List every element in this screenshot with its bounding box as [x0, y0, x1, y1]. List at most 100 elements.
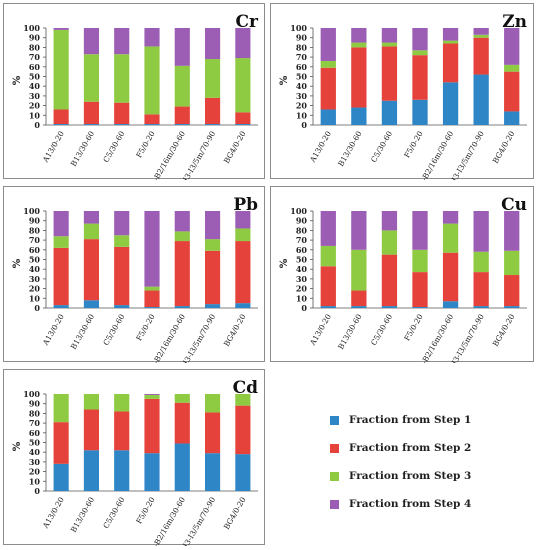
bar-segment-cr-step2: [205, 97, 221, 125]
y-tick-label: 90: [29, 33, 41, 43]
bar-segment-pb-step4: [114, 211, 130, 236]
legend-swatch-step4: [330, 499, 339, 509]
y-tick-label: 20: [29, 284, 41, 294]
bar-segment-cr-step3: [205, 59, 221, 98]
y-axis-label: %: [12, 258, 23, 268]
y-tick-label: 0: [34, 120, 40, 130]
bar-segment-pb-step2: [235, 241, 251, 304]
bar-segment-zn-step2: [473, 37, 489, 75]
bar-segment-cu-step2: [412, 272, 428, 308]
bar-segment-zn-step4: [442, 28, 459, 41]
bar-segment-cu-step3: [381, 230, 398, 255]
bar-segment-cu-step3: [442, 223, 459, 253]
bar-segment-pb-step3: [174, 231, 190, 242]
y-tick-label: 10: [29, 476, 41, 486]
bar-segment-cd-step1: [174, 443, 190, 491]
y-axis-label: %: [12, 75, 23, 85]
bar-segment-cr-step1: [114, 124, 130, 125]
y-tick-label: 80: [296, 42, 308, 52]
bar-segment-cu-step4: [381, 211, 398, 231]
y-tick-label: 20: [296, 101, 308, 111]
bar-segment-zn-step3: [412, 50, 428, 56]
y-tick-label: 60: [29, 245, 41, 255]
y-tick-label: 40: [29, 81, 41, 91]
chart-panel-cr: 0 10 20 30 40 50 60 70 80 90 100% Cr A13/0-20 B13/30-…: [3, 3, 265, 180]
y-tick-label: 30: [29, 457, 41, 467]
chart-title-pb: Pb: [233, 195, 258, 215]
bar-segment-cu-step1: [442, 301, 459, 308]
bar-segment-pb-step1: [174, 306, 190, 308]
bar-segment-cd-step2: [174, 402, 190, 444]
x-tick-label: A13/0-20: [308, 312, 334, 347]
legend-label: Fraction from Step 1: [349, 414, 472, 426]
bar-segment-cr-step1: [235, 124, 251, 125]
y-tick-label: 60: [296, 245, 308, 255]
bar-segment-cr-step1: [83, 124, 99, 125]
bar-segment-zn-step3: [381, 42, 398, 47]
chart-title-cu: Cu: [501, 195, 527, 215]
bar-segment-cu-step2: [504, 275, 520, 307]
bar-segment-pb-step2: [174, 241, 190, 307]
y-tick-label: 0: [301, 303, 307, 313]
bar-segment-cd-step1: [114, 450, 130, 491]
x-tick-label: F5/0-20: [134, 129, 157, 159]
y-tick-label: 80: [29, 408, 41, 418]
bar-segment-zn-step2: [381, 46, 398, 101]
bar-segment-pb-step2: [205, 250, 221, 305]
bar-segment-zn-step2: [504, 71, 520, 112]
bar-segment-pb-step3: [205, 239, 221, 251]
x-tick-label: A13/0-20: [308, 129, 334, 164]
bar-segment-zn-step3: [351, 42, 367, 48]
bar-segment-cr-step1: [144, 124, 160, 125]
bar-segment-cd-step1: [83, 450, 99, 491]
bar-segment-zn-step3: [442, 40, 459, 44]
bar-segment-zn-step4: [320, 28, 336, 61]
bar-segment-cd-step3: [174, 394, 190, 403]
bar-segment-cu-step2: [320, 266, 336, 307]
bar-segment-cu-step1: [320, 306, 336, 308]
bar-segment-zn-step4: [381, 28, 398, 43]
bar-segment-cd-step2: [205, 412, 221, 454]
bar-segment-pb-step4: [235, 211, 251, 229]
bar-segment-cu-step4: [412, 211, 428, 250]
x-tick-label: F5/0-20: [134, 312, 157, 342]
y-tick-label: 90: [296, 33, 308, 43]
bar-segment-cr-step1: [53, 124, 69, 125]
chart-title-cr: Cr: [236, 12, 260, 32]
bar-segment-cu-step4: [351, 211, 367, 250]
bar-segment-zn-step1: [504, 111, 520, 125]
bar-segment-cr-step3: [235, 58, 251, 113]
bar-segment-cd-step1: [53, 463, 69, 491]
x-tick-label: B13/30-60: [336, 129, 364, 168]
y-tick-label: 100: [290, 206, 307, 216]
y-tick-label: 30: [29, 91, 41, 101]
bar-segment-cd-step1: [144, 453, 160, 491]
x-tick-label: C5/30-60: [369, 312, 394, 347]
y-tick-label: 0: [34, 303, 40, 313]
y-tick-label: 30: [296, 274, 308, 284]
legend-label: Fraction from Step 4: [349, 498, 472, 510]
bar-segment-zn-step4: [351, 28, 367, 43]
bar-segment-pb-step2: [144, 290, 160, 308]
bar-segment-zn-step1: [442, 82, 459, 125]
x-tick-label: C5/30-60: [101, 312, 126, 347]
y-tick-label: 20: [29, 467, 41, 477]
bar-segment-pb-step4: [205, 211, 221, 240]
bar-segment-pb-step4: [174, 211, 190, 232]
bar-segment-pb-step3: [114, 235, 130, 247]
bar-segment-cd-step2: [83, 409, 99, 451]
bar-segment-cr-step4: [53, 28, 69, 30]
y-tick-label: 50: [29, 72, 41, 82]
y-tick-label: 100: [23, 389, 40, 399]
legend-item: Fraction from Step 2: [330, 440, 471, 456]
y-tick-label: 70: [296, 52, 308, 62]
bar-segment-cu-step1: [473, 306, 489, 308]
x-tick-label: BG4/0-20: [491, 312, 517, 348]
bar-segment-cr-step2: [174, 106, 190, 125]
legend-item: Fraction from Step 4: [330, 496, 471, 512]
bar-segment-cr-step3: [83, 54, 99, 102]
x-tick-label: BG4/0-20: [222, 129, 248, 165]
bar-segment-cr-step4: [235, 28, 251, 59]
bar-segment-pb-step2: [83, 239, 99, 301]
